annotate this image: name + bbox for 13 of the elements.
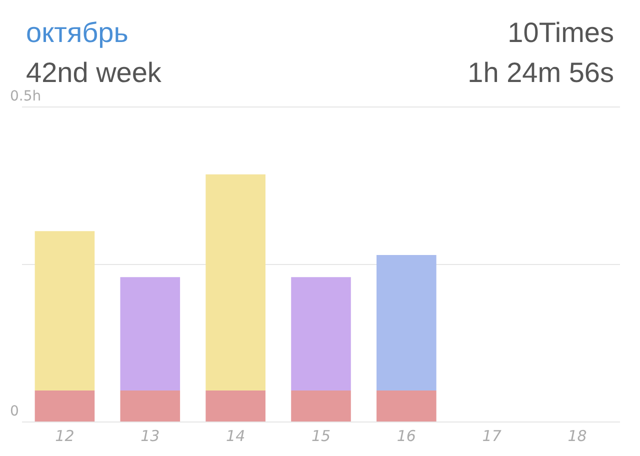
- x-tick-label: 16: [396, 426, 416, 445]
- chart-title: октябрь: [26, 16, 128, 50]
- text: 10Times: [508, 16, 614, 50]
- x-tick-label: 18: [568, 426, 587, 445]
- x-tick-label: 12: [55, 426, 74, 445]
- x-tick-label: 15: [311, 426, 331, 445]
- x-tick-label: 14: [226, 426, 246, 445]
- y-tick-label: 0: [10, 404, 19, 420]
- x-tick-label: 13: [140, 426, 160, 445]
- y-tick-label: 0.5h: [10, 88, 42, 105]
- x-tick-label: 17: [482, 426, 502, 445]
- chart-subtitle: 42nd week: [26, 56, 162, 90]
- text: 1h 24m 56s: [468, 56, 614, 90]
